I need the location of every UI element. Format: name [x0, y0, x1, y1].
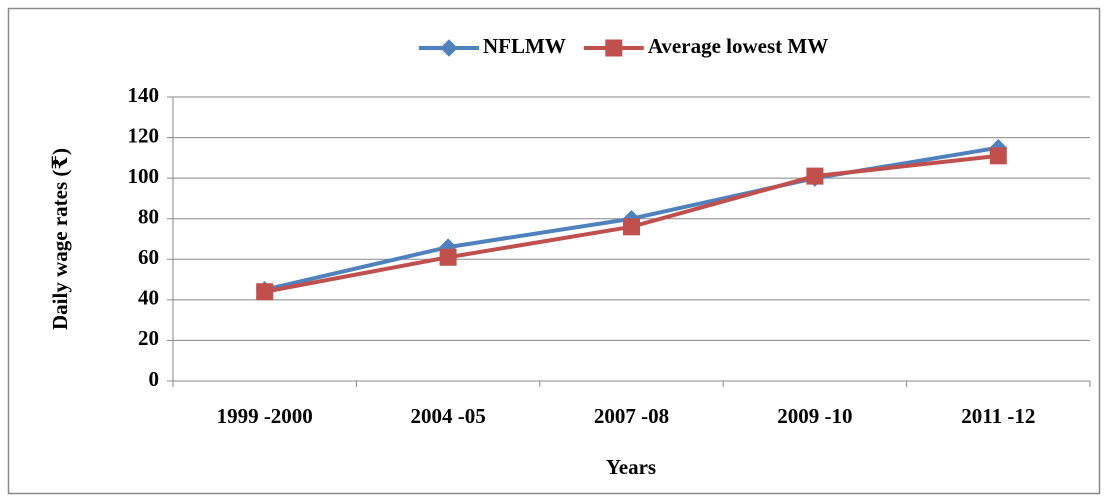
y-axis-label: Daily wage rates (₹) [48, 148, 72, 330]
y-tick-label: 80 [138, 205, 159, 229]
x-axis-label: Years [606, 455, 656, 479]
data-point [439, 248, 457, 266]
legend-label: Average lowest MW [648, 34, 828, 58]
legend-label: NFLMW [483, 34, 566, 58]
chart-border [7, 7, 1101, 495]
data-point [806, 167, 824, 185]
y-tick-label: 120 [128, 123, 160, 147]
y-tick-label: 140 [128, 83, 160, 107]
y-tick-label: 60 [138, 245, 159, 269]
legend-marker [440, 39, 458, 57]
x-tick-label: 2004 -05 [410, 404, 485, 428]
data-point [989, 147, 1007, 165]
y-tick-label: 100 [128, 164, 160, 188]
x-tick-label: 1999 -2000 [217, 404, 313, 428]
x-tick-label: 2011 -12 [961, 404, 1035, 428]
y-tick-label: 20 [138, 326, 159, 350]
data-point [256, 283, 274, 301]
x-tick-label: 2007 -08 [594, 404, 669, 428]
legend-marker [605, 39, 623, 57]
x-tick-label: 2009 -10 [777, 404, 852, 428]
data-point [623, 218, 640, 236]
y-tick-label: 40 [138, 286, 159, 310]
y-tick-label: 0 [149, 367, 160, 391]
